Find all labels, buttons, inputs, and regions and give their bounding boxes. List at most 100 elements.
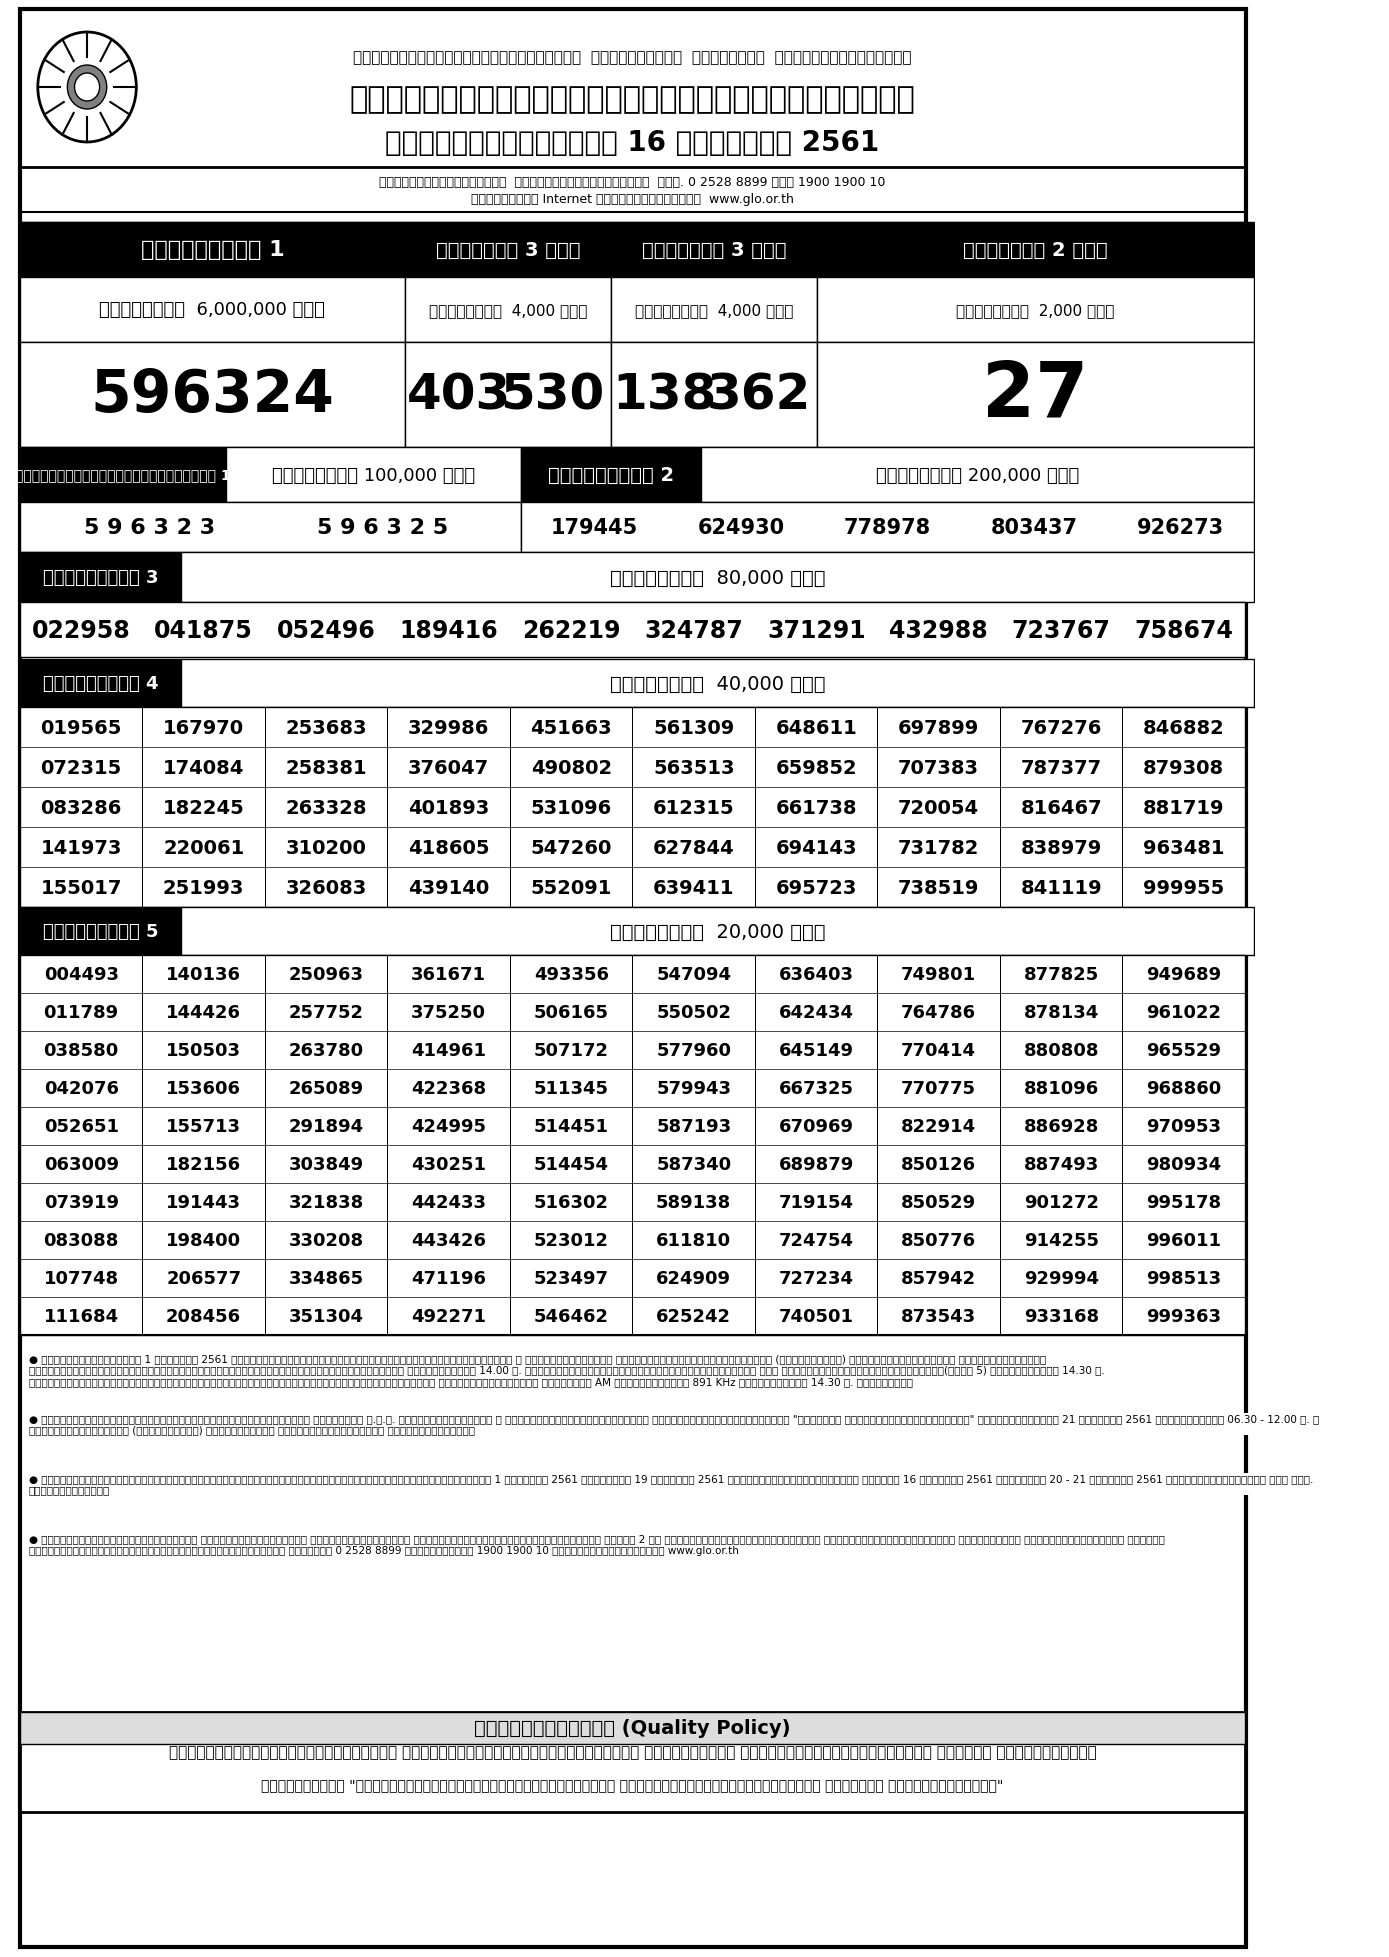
Text: 258381: 258381 — [285, 757, 367, 777]
Text: 758674: 758674 — [1135, 618, 1233, 642]
Text: 648611: 648611 — [775, 718, 857, 738]
Text: 442433: 442433 — [411, 1194, 486, 1211]
Text: 324787: 324787 — [644, 618, 743, 642]
Text: 547260: 547260 — [531, 838, 613, 857]
Text: รางวัลข้างเคียงรางวัลที่ 1: รางวัลข้างเคียงรางวัลที่ 1 — [15, 468, 231, 481]
Text: 659852: 659852 — [775, 757, 857, 777]
Text: 004493: 004493 — [43, 965, 118, 984]
Bar — [19, 1712, 1245, 1812]
Text: 963481: 963481 — [1143, 838, 1225, 857]
Text: 492271: 492271 — [411, 1307, 486, 1325]
Text: ● สำนักงานสลากกินแบ่งรัฐบาลขอแจ้งให้ทราบว่าจะเปิดทำรายการซื้อสลากงวดวันที่ 1 สิง: ● สำนักงานสลากกินแบ่งรัฐบาลขอแจ้งให้ทราบ… — [29, 1474, 1313, 1495]
Bar — [19, 223, 406, 278]
Text: ตรวจผลทาง Internet ได้ที่เว็บไซต์  www.glo.or.th: ตรวจผลทาง Internet ได้ที่เว็บไซต์ www.gl… — [471, 194, 795, 205]
Text: 720054: 720054 — [899, 798, 979, 818]
Text: 150503: 150503 — [167, 1041, 242, 1059]
Text: รางวัลละ  40,000 บาท: รางวัลละ 40,000 บาท — [610, 673, 825, 693]
Text: รางวัลที่ 2: รางวัลที่ 2 — [547, 466, 674, 485]
Text: 167970: 167970 — [163, 718, 244, 738]
Text: 998513: 998513 — [1146, 1270, 1221, 1288]
Text: รางวัลที่ 4: รางวัลที่ 4 — [43, 675, 158, 693]
Text: 596324: 596324 — [90, 366, 335, 425]
Text: 083088: 083088 — [43, 1231, 119, 1249]
Text: 189416: 189416 — [400, 618, 499, 642]
Text: 052496: 052496 — [276, 618, 375, 642]
Bar — [19, 908, 181, 955]
Text: 999363: 999363 — [1146, 1307, 1221, 1325]
Text: 645149: 645149 — [779, 1041, 854, 1059]
Text: 310200: 310200 — [286, 838, 367, 857]
Text: 723767: 723767 — [1011, 618, 1111, 642]
Text: 589138: 589138 — [656, 1194, 732, 1211]
Text: 424995: 424995 — [411, 1117, 486, 1135]
Text: 579943: 579943 — [656, 1080, 731, 1098]
Text: ● ในงวดประจำวันที่ 1 สิงหาคม 2561 สำนักงานสลากกินแบ่งรัฐบาลจะทำการออกรางวัลสลาก : ● ในงวดประจำวันที่ 1 สิงหาคม 2561 สำนักง… — [29, 1354, 1104, 1386]
Text: 846882: 846882 — [1143, 718, 1225, 738]
Text: 141973: 141973 — [40, 838, 122, 857]
Text: 530: 530 — [500, 372, 604, 419]
Text: 490802: 490802 — [531, 757, 611, 777]
Bar — [181, 660, 1254, 708]
Text: 636403: 636403 — [779, 965, 854, 984]
Text: 5 9 6 3 2 3: 5 9 6 3 2 3 — [85, 519, 215, 538]
Text: 561309: 561309 — [653, 718, 735, 738]
Text: 639411: 639411 — [653, 879, 735, 896]
Text: ● สำนักงานสลากกินแบ่งรัฐบาล ขอเรียนให้ทราบว่า ท่านที่ถูกรางวัล สามารถติดต่อขอรับ: ● สำนักงานสลากกินแบ่งรัฐบาล ขอเรียนให้ทร… — [29, 1532, 1165, 1554]
Text: 107748: 107748 — [43, 1270, 118, 1288]
Text: 547094: 547094 — [656, 965, 731, 984]
Text: 642434: 642434 — [779, 1004, 854, 1022]
Bar — [406, 342, 611, 448]
Text: 749801: 749801 — [901, 965, 976, 984]
Text: รางวัลละ  20,000 บาท: รางวัลละ 20,000 บาท — [610, 922, 825, 941]
Bar — [406, 278, 611, 342]
Text: 546462: 546462 — [533, 1307, 608, 1325]
Text: 514454: 514454 — [533, 1155, 608, 1174]
Text: 719154: 719154 — [779, 1194, 854, 1211]
Bar — [19, 708, 1245, 908]
Text: 707383: 707383 — [899, 757, 979, 777]
Bar — [611, 342, 817, 448]
Text: สำนักงานสลากกินแบ่งรัฐบาล จะดำเนินงานด้วยความโปร่งใส ตรวจสอบได้ ประชาชนเกิดความม: สำนักงานสลากกินแบ่งรัฐบาล จะดำเนินงานด้ว… — [168, 1744, 1096, 1759]
Text: 432988: 432988 — [889, 618, 988, 642]
Text: 886928: 886928 — [1024, 1117, 1099, 1135]
Text: 153606: 153606 — [167, 1080, 242, 1098]
Text: 914255: 914255 — [1024, 1231, 1099, 1249]
Text: 877825: 877825 — [1024, 965, 1099, 984]
Bar — [521, 448, 700, 503]
Bar — [817, 342, 1254, 448]
Bar — [19, 603, 1245, 658]
Bar — [181, 552, 1254, 603]
Text: 019565: 019565 — [40, 718, 122, 738]
Bar — [19, 552, 181, 603]
Text: 949689: 949689 — [1146, 965, 1221, 984]
Text: 961022: 961022 — [1146, 1004, 1221, 1022]
Bar — [19, 1712, 1245, 1744]
Text: 764786: 764786 — [901, 1004, 976, 1022]
Text: 857942: 857942 — [901, 1270, 976, 1288]
Text: รางวัลละ  6,000,000 บาท: รางวัลละ 6,000,000 บาท — [100, 301, 325, 319]
Text: 929994: 929994 — [1024, 1270, 1099, 1288]
Text: 516302: 516302 — [533, 1194, 608, 1211]
Text: 038580: 038580 — [43, 1041, 119, 1059]
Text: 263328: 263328 — [285, 798, 367, 818]
Text: 011789: 011789 — [43, 1004, 118, 1022]
Text: 179445: 179445 — [551, 519, 639, 538]
Text: สำนักงานสลากกินแบ่งรัฐบาล  ช่วยราษฎร์  เสริมรัฐ  อีนหยุดยุติธรรม: สำนักงานสลากกินแบ่งรัฐบาล ช่วยราษฎร์ เสร… — [353, 51, 911, 65]
Bar — [817, 223, 1254, 278]
Text: 787377: 787377 — [1021, 757, 1101, 777]
Text: 667325: 667325 — [779, 1080, 854, 1098]
Text: 624930: 624930 — [697, 519, 785, 538]
Bar — [19, 342, 406, 448]
Text: 401893: 401893 — [408, 798, 489, 818]
Text: 418605: 418605 — [408, 838, 489, 857]
Text: 965529: 965529 — [1146, 1041, 1221, 1059]
Text: 724754: 724754 — [779, 1231, 854, 1249]
Text: 778978: 778978 — [845, 519, 931, 538]
Text: 329986: 329986 — [408, 718, 489, 738]
Text: 770775: 770775 — [901, 1080, 976, 1098]
Text: 980934: 980934 — [1146, 1155, 1221, 1174]
Text: 506165: 506165 — [533, 1004, 608, 1022]
Text: ผลการออกรางวัลสลากกินแบ่งรัฐบาล: ผลการออกรางวัลสลากกินแบ่งรัฐบาล — [350, 86, 915, 114]
Text: 063009: 063009 — [43, 1155, 118, 1174]
Text: เลขท้าย 2 ตัว: เลขท้าย 2 ตัว — [963, 241, 1108, 260]
